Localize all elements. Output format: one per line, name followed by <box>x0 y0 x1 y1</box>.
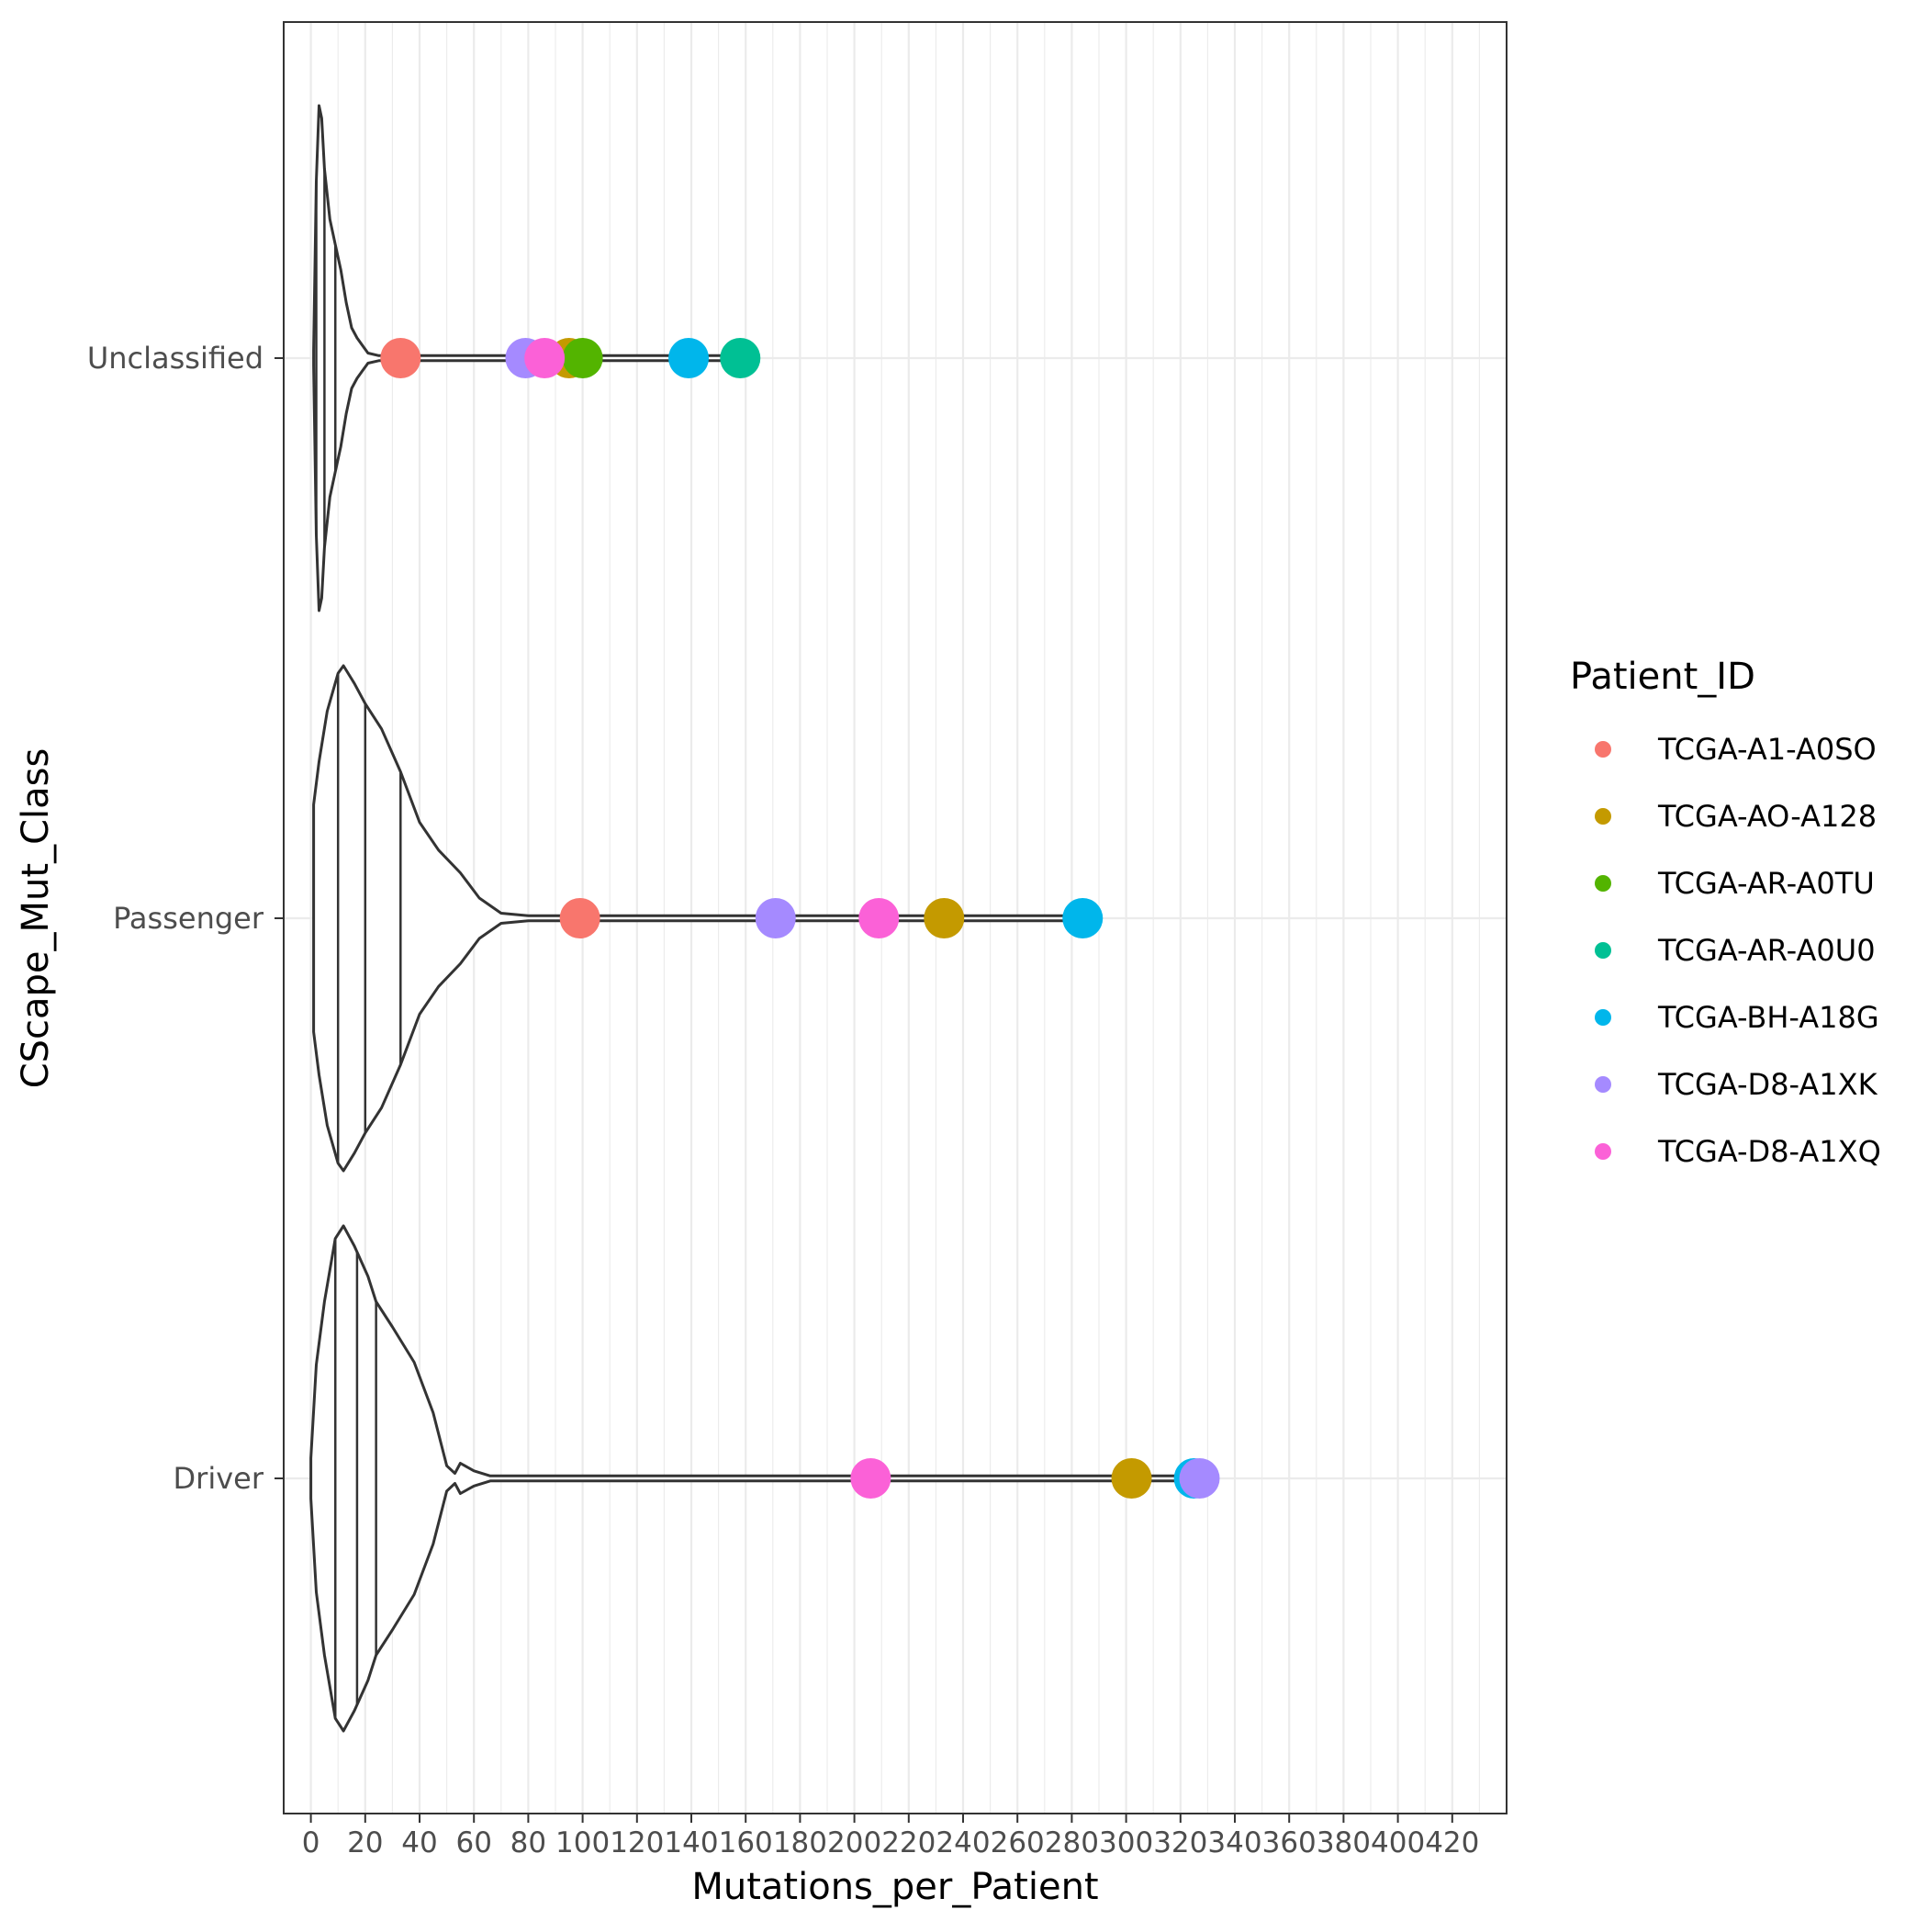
x-tick-label: 300 <box>1099 1826 1153 1859</box>
legend-key <box>1595 1143 1611 1160</box>
legend-label: TCGA-AO-A128 <box>1657 799 1877 834</box>
x-tick-label: 360 <box>1262 1826 1317 1859</box>
x-tick-label: 200 <box>827 1826 881 1859</box>
data-point <box>668 338 710 378</box>
x-tick-label: 280 <box>1045 1826 1099 1859</box>
data-point <box>380 338 421 378</box>
y-tick-label: Passenger <box>113 901 264 936</box>
data-point <box>755 898 796 938</box>
x-tick-label: 180 <box>773 1826 827 1859</box>
data-point <box>924 898 965 938</box>
y-axis-title: CScape_Mut_Class <box>15 748 57 1089</box>
x-tick-label: 80 <box>510 1826 546 1859</box>
legend-label: TCGA-AR-A0U0 <box>1657 933 1876 968</box>
x-tick-label: 20 <box>347 1826 383 1859</box>
x-tick-label: 380 <box>1317 1826 1371 1859</box>
y-tick-label: Unclassified <box>87 341 263 376</box>
legend-key <box>1595 1076 1611 1093</box>
point-layer <box>380 338 1220 1499</box>
legend-key <box>1595 808 1611 825</box>
axis-layer: 0 20 40 60 80 100 120 140 160 180 200 220 240 260 280 3… <box>87 341 1480 1859</box>
x-tick-label: 120 <box>610 1826 664 1859</box>
x-tick-label: 220 <box>881 1826 936 1859</box>
legend-label: TCGA-AR-A0TU <box>1657 866 1875 901</box>
data-point <box>720 338 761 378</box>
legend-title: Patient_ID <box>1570 656 1755 698</box>
x-tick-label: 160 <box>719 1826 773 1859</box>
data-point <box>1111 1458 1152 1499</box>
data-point <box>562 338 603 378</box>
data-point <box>1062 898 1104 938</box>
data-point <box>1179 1458 1220 1499</box>
legend-key <box>1595 942 1611 959</box>
legend-label: TCGA-D8-A1XK <box>1657 1067 1878 1102</box>
x-tick-label: 320 <box>1153 1826 1207 1859</box>
x-tick-label: 0 <box>302 1826 320 1859</box>
x-tick-label: 340 <box>1207 1826 1261 1859</box>
data-point <box>559 898 600 938</box>
legend-key <box>1595 875 1611 892</box>
legend-key <box>1595 741 1611 758</box>
x-tick-label: 400 <box>1371 1826 1425 1859</box>
x-tick-label: 240 <box>936 1826 990 1859</box>
data-point <box>858 898 900 938</box>
data-point <box>850 1458 891 1499</box>
x-tick-label: 60 <box>455 1826 491 1859</box>
data-point <box>524 338 566 378</box>
legend-key <box>1595 1009 1611 1026</box>
legend-label: TCGA-D8-A1XQ <box>1657 1134 1881 1169</box>
x-tick-label: 420 <box>1425 1826 1479 1859</box>
x-tick-label: 260 <box>991 1826 1045 1859</box>
x-axis-title: Mutations_per_Patient <box>691 1866 1098 1908</box>
x-tick-label: 40 <box>401 1826 437 1859</box>
legend-label: TCGA-A1-A0SO <box>1657 732 1877 767</box>
legend: Patient_ID TCGA-A1-A0SOTCGA-AO-A128TCGA-… <box>1570 656 1881 1169</box>
legend-label: TCGA-BH-A18G <box>1657 1000 1879 1035</box>
x-tick-label: 100 <box>555 1826 610 1859</box>
legend-entries: TCGA-A1-A0SO TCGA-AO-A128 TCGA-AR-A0TU TCGA… <box>1595 732 1881 1169</box>
y-tick-label: Driver <box>174 1461 264 1496</box>
x-tick-label: 140 <box>664 1826 718 1859</box>
